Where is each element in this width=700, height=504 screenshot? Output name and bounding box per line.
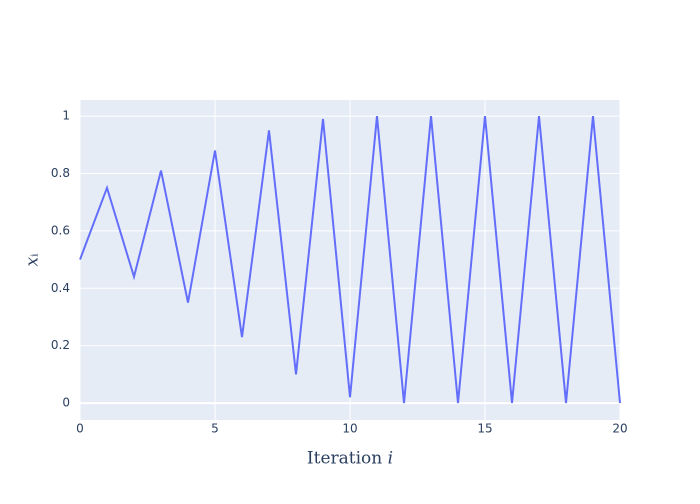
- y-tick-label: 0.8: [51, 166, 70, 180]
- y-tick-label: 0: [62, 396, 70, 410]
- x-axis-label: Iteration 𝑖: [307, 449, 393, 469]
- y-tick-label: 0.6: [51, 223, 70, 237]
- x-tick-label: 10: [342, 422, 357, 436]
- y-tick-label: 0.2: [51, 338, 70, 352]
- x-tick-label: 15: [477, 422, 492, 436]
- x-tick-label: 20: [612, 422, 627, 436]
- data-line: [79, 115, 621, 404]
- y-axis-label: 𝑥ᵢ: [23, 253, 43, 267]
- x-tick-label: 0: [76, 422, 84, 436]
- y-tick-label: 0.4: [51, 281, 70, 295]
- y-tick-label: 1: [62, 109, 70, 123]
- x-tick-label: 5: [211, 422, 219, 436]
